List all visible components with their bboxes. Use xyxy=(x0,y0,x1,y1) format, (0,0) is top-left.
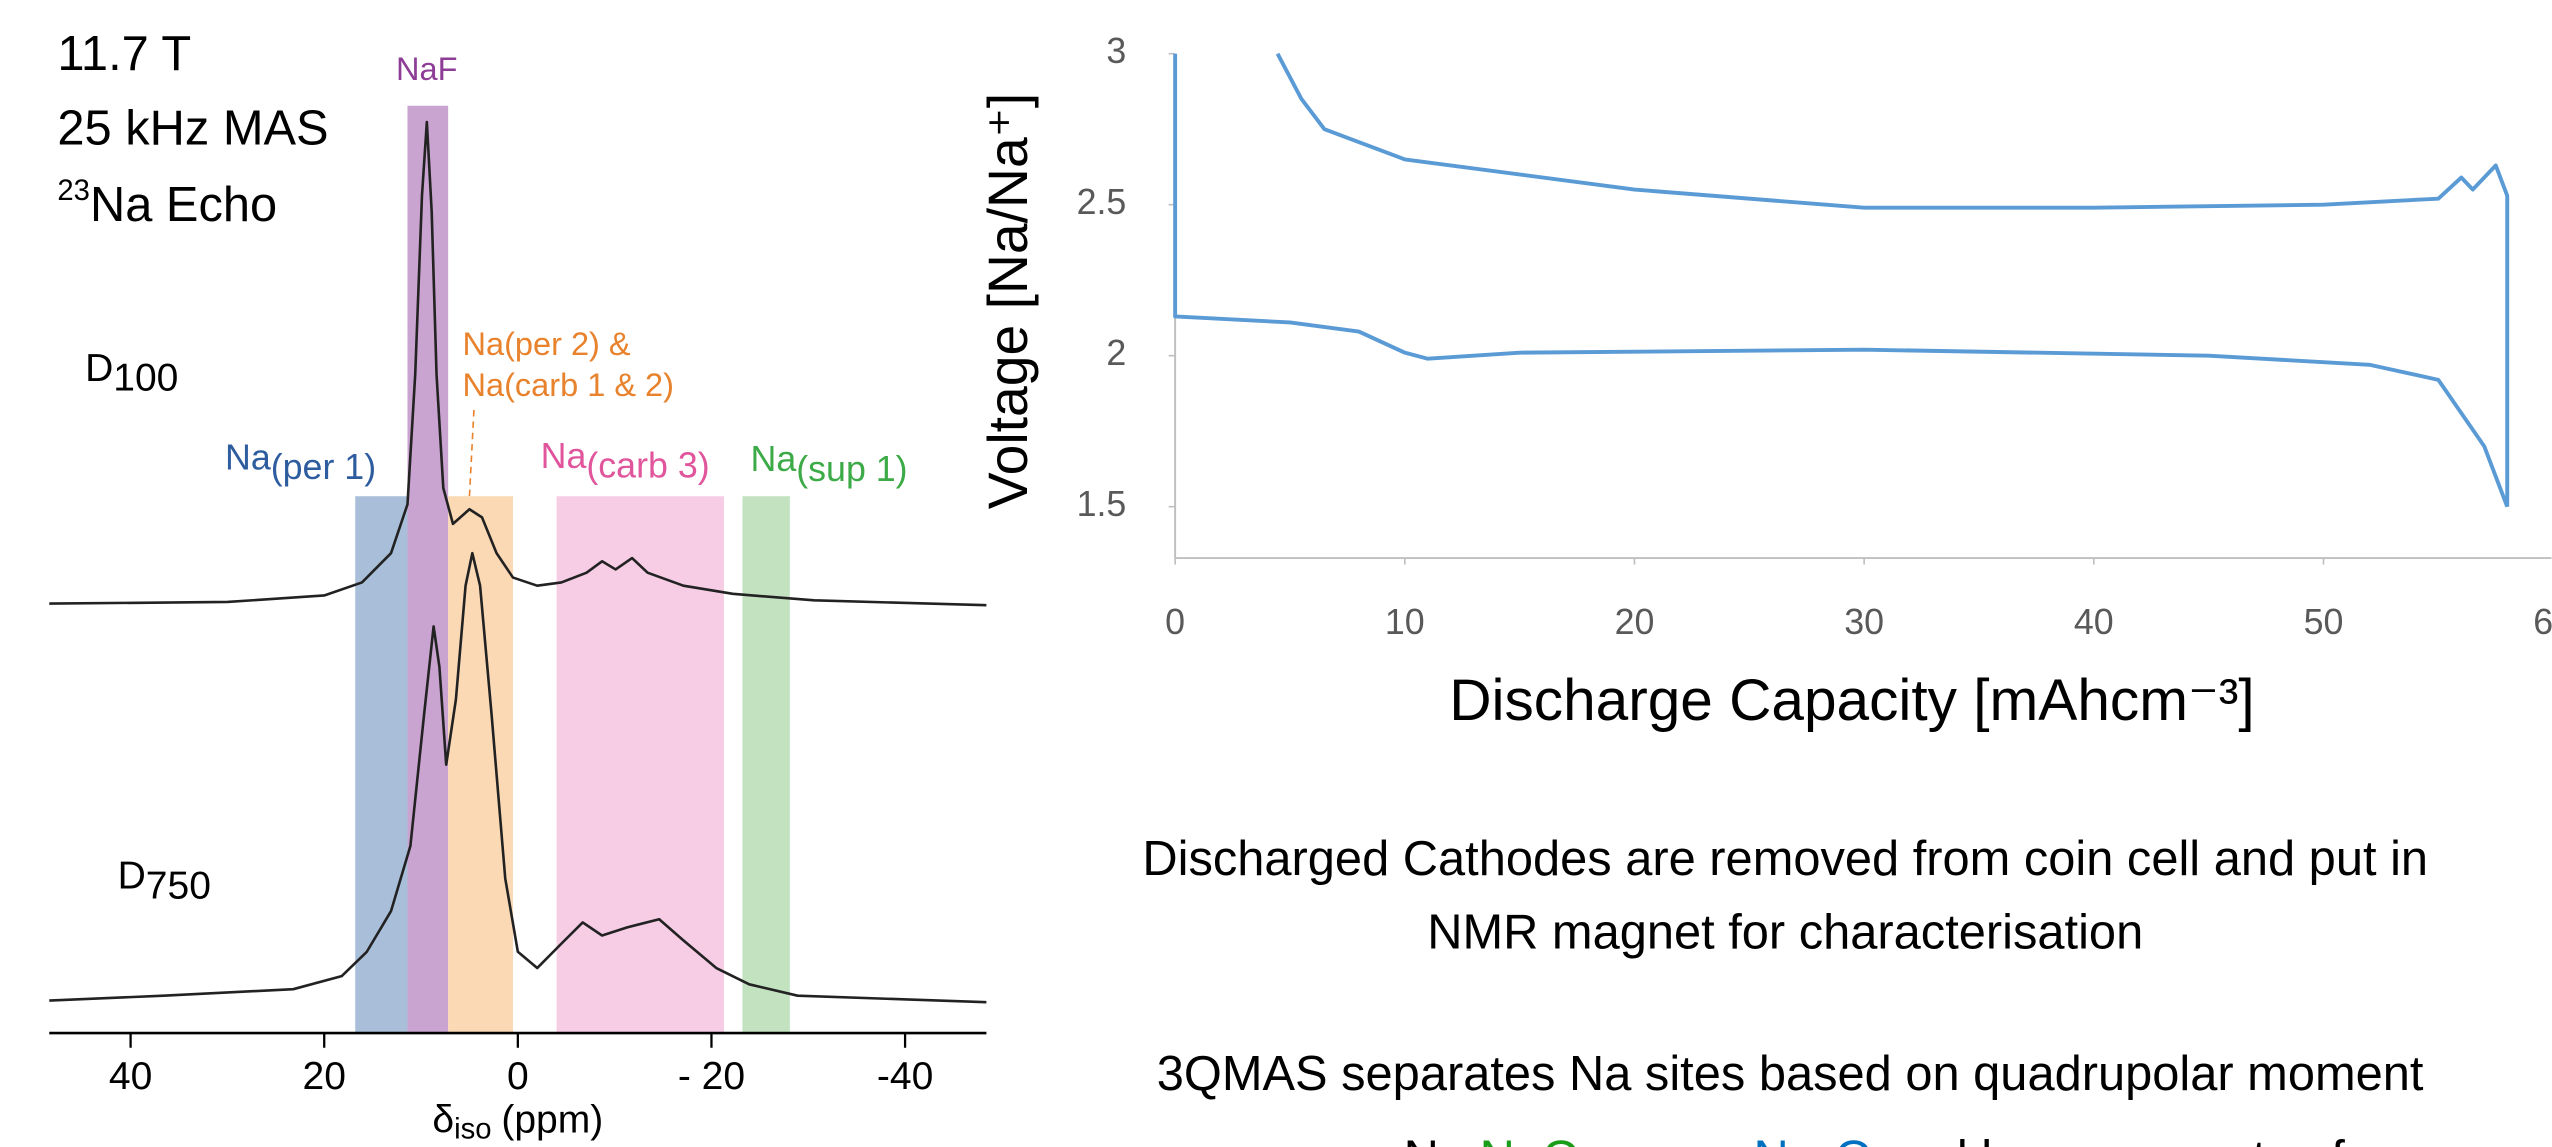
region-band xyxy=(448,496,514,1034)
text-span: Na Echo xyxy=(90,178,277,232)
x-tick-label: 60 xyxy=(2533,602,2552,642)
body-text: we see Na NaO , some Na₂O and large amou… xyxy=(1234,1132,2345,1147)
text-span: 100 xyxy=(113,357,178,400)
text-span: iso xyxy=(454,1112,491,1145)
x-tick-label: 40 xyxy=(2074,602,2114,642)
text-span: (sup 1) xyxy=(796,449,907,489)
y-tick-label: 3 xyxy=(1106,31,1126,71)
body-text-span: we see Na xyxy=(1234,1132,1479,1147)
text-span: δ xyxy=(432,1099,454,1142)
text-span: Na xyxy=(750,440,796,480)
text-span: (ppm) xyxy=(501,1099,603,1142)
x-tick-label: 20 xyxy=(1615,602,1655,642)
text-span: Na xyxy=(225,438,271,478)
spectrum-line xyxy=(49,120,987,607)
series-label: D750 xyxy=(118,855,211,908)
body-text-span: and large amounts of xyxy=(1873,1132,2345,1147)
voltage-line xyxy=(1275,52,2510,507)
x-tick-label: 20 xyxy=(303,1055,346,1098)
text-span: (per 1) xyxy=(271,448,376,488)
y-tick-label: 1.5 xyxy=(1077,484,1127,524)
region-band xyxy=(556,496,725,1034)
header-line: 25 kHz MAS xyxy=(57,102,328,156)
x-tick-label: 40 xyxy=(109,1055,152,1098)
x-tick-label: 30 xyxy=(1844,602,1884,642)
text-span: D xyxy=(118,855,146,898)
region-band xyxy=(355,496,408,1034)
y-axis-label: Voltage [Na/Na⁺] xyxy=(977,93,1039,510)
body-text-span: NaO xyxy=(1480,1132,1580,1147)
text-span: 23 xyxy=(57,174,90,207)
region-label: Na(carb 3) xyxy=(541,436,710,486)
header-line: 23Na Echo xyxy=(57,174,277,232)
region-label: NaF xyxy=(396,51,457,87)
body-text-span: Na₂O xyxy=(1753,1132,1872,1147)
body-text: 3QMAS separates Na sites based on quadru… xyxy=(1157,1047,2424,1101)
region-band xyxy=(742,496,790,1034)
x-tick-label: 0 xyxy=(1165,602,1185,642)
text-span: 750 xyxy=(146,865,211,908)
x-axis-label: δiso (ppm) xyxy=(432,1099,603,1146)
body-text: Discharged Cathodes are removed from coi… xyxy=(1142,832,2428,886)
voltage-line xyxy=(1173,53,2510,508)
series-label: D100 xyxy=(85,347,178,400)
text-span: Na xyxy=(541,436,587,476)
x-tick-label: 10 xyxy=(1385,602,1425,642)
x-axis-label: Discharge Capacity [mAhcm⁻³] xyxy=(1449,668,2254,733)
x-tick-label: -40 xyxy=(877,1055,933,1098)
body-text: NMR magnet for characterisation xyxy=(1427,905,2143,959)
region-band xyxy=(407,105,449,1034)
x-tick-label: 0 xyxy=(507,1055,529,1098)
y-tick-label: 2.5 xyxy=(1077,182,1127,222)
region-label: Na(per 2) & xyxy=(463,326,631,362)
leader-line xyxy=(468,409,475,505)
header-line: 11.7 T xyxy=(57,27,191,81)
spectrum-line xyxy=(49,551,987,1004)
x-tick-label: - 20 xyxy=(678,1055,745,1098)
x-tick-label: 50 xyxy=(2304,602,2344,642)
text-span: D xyxy=(85,347,113,390)
body-text-span: , some xyxy=(1580,1132,1754,1147)
region-label: Na(per 1) xyxy=(225,438,376,488)
y-tick-label: 2 xyxy=(1106,333,1126,373)
text-span: (carb 3) xyxy=(586,446,709,486)
region-label: Na(carb 1 & 2) xyxy=(463,367,674,403)
region-label: Na(sup 1) xyxy=(750,440,907,490)
